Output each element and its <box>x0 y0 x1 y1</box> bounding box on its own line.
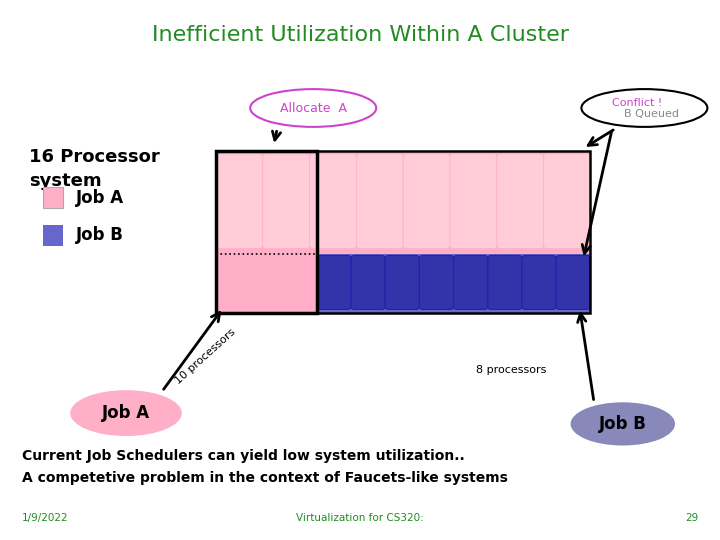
FancyBboxPatch shape <box>310 154 356 248</box>
FancyBboxPatch shape <box>544 154 590 248</box>
FancyBboxPatch shape <box>419 255 454 309</box>
FancyBboxPatch shape <box>317 255 351 309</box>
Text: A competetive problem in the context of Faucets-like systems: A competetive problem in the context of … <box>22 471 508 485</box>
Text: 8 processors: 8 processors <box>476 365 546 375</box>
FancyBboxPatch shape <box>263 154 310 248</box>
FancyBboxPatch shape <box>450 154 497 248</box>
FancyBboxPatch shape <box>351 255 385 309</box>
FancyBboxPatch shape <box>385 255 419 309</box>
FancyBboxPatch shape <box>556 255 590 309</box>
FancyBboxPatch shape <box>356 154 403 248</box>
Text: Job B: Job B <box>76 226 124 245</box>
Ellipse shape <box>251 89 376 127</box>
FancyBboxPatch shape <box>497 154 544 248</box>
Ellipse shape <box>70 390 181 436</box>
Bar <box>43 225 63 246</box>
FancyBboxPatch shape <box>522 255 556 309</box>
Bar <box>317 254 590 313</box>
Bar <box>216 151 590 254</box>
Text: 10 processors: 10 processors <box>173 327 238 386</box>
Bar <box>43 187 63 208</box>
Text: Current Job Schedulers can yield low system utilization..: Current Job Schedulers can yield low sys… <box>22 449 464 463</box>
FancyBboxPatch shape <box>454 255 488 309</box>
FancyBboxPatch shape <box>403 154 450 248</box>
Text: Conflict !: Conflict ! <box>612 98 662 107</box>
Text: Job B: Job B <box>599 415 647 433</box>
Text: Job A: Job A <box>102 404 150 422</box>
FancyBboxPatch shape <box>488 255 522 309</box>
Text: 1/9/2022: 1/9/2022 <box>22 514 68 523</box>
Text: 16 Processor: 16 Processor <box>29 147 160 166</box>
Bar <box>216 151 590 313</box>
Text: Virtualization for CS320:: Virtualization for CS320: <box>296 514 424 523</box>
Ellipse shape <box>570 402 675 446</box>
Text: Inefficient Utilization Within A Cluster: Inefficient Utilization Within A Cluster <box>151 25 569 45</box>
Text: 29: 29 <box>685 514 698 523</box>
FancyBboxPatch shape <box>216 154 263 248</box>
Text: B Queued: B Queued <box>624 110 679 119</box>
Bar <box>216 254 317 313</box>
Bar <box>216 151 317 313</box>
Text: Allocate  A: Allocate A <box>279 102 347 114</box>
Ellipse shape <box>582 89 707 127</box>
Text: system: system <box>29 172 102 190</box>
Text: Job A: Job A <box>76 188 125 207</box>
